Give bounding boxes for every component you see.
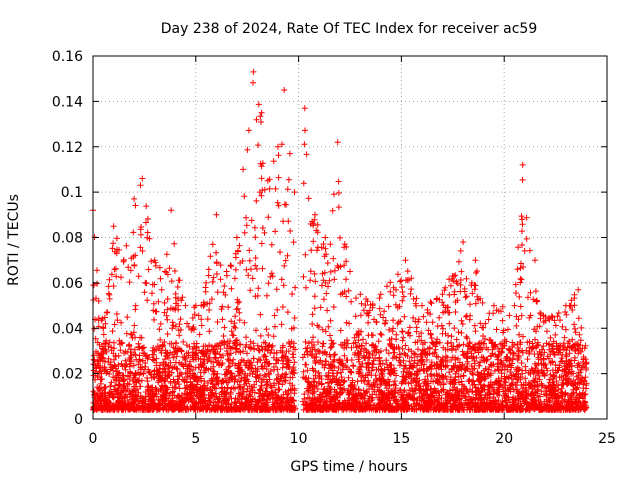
y-tick-label: 0.12: [52, 140, 83, 156]
roti-plus-markers: [90, 68, 590, 413]
y-tick-label: 0.14: [52, 94, 83, 110]
x-tick-labels: 0 5 10 15 20 25: [89, 431, 616, 447]
y-tick-label: 0.02: [52, 367, 83, 383]
y-tick-label: 0.08: [52, 231, 83, 247]
x-tick-label: 25: [598, 431, 616, 447]
y-tick-label: 0: [74, 412, 83, 428]
y-tick-label: 0.04: [52, 321, 83, 337]
x-axis-label: GPS time / hours: [290, 459, 407, 475]
y-tick-label: 0.06: [52, 276, 83, 292]
x-tick-label: 20: [495, 431, 513, 447]
y-tick-label: 0.16: [52, 49, 83, 65]
x-tick-label: 0: [89, 431, 98, 447]
chart-title: Day 238 of 2024, Rate Of TEC Index for r…: [161, 21, 537, 37]
x-tick-label: 5: [191, 431, 200, 447]
y-axis-label: ROTI / TECUs: [6, 194, 22, 286]
x-tick-label: 10: [290, 431, 308, 447]
x-tick-label: 15: [392, 431, 410, 447]
data-points: [90, 68, 590, 413]
y-tick-labels: 0 0.02 0.04 0.06 0.08 0.1 0.12 0.14 0.16: [52, 49, 83, 428]
y-tick-label: 0.1: [61, 185, 83, 201]
axis-ticks: [92, 55, 608, 420]
